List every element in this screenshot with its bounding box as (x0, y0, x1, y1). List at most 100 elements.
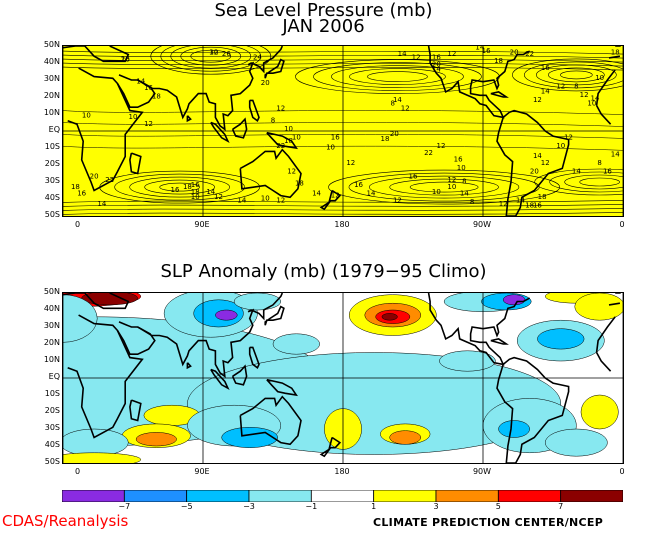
neg-anomaly-region (63, 294, 98, 343)
southern-ocean-contour (63, 200, 623, 203)
contour-label: 14 (237, 196, 246, 204)
y-tick-label: 10N (43, 355, 60, 364)
colorbar-segment (373, 489, 437, 503)
contour-label: 8 (574, 83, 578, 91)
x-tick-label: 0 (75, 220, 81, 229)
contour-label: 22 (525, 50, 534, 58)
contour-label: 12 (331, 191, 340, 199)
contour-label: 16 (409, 173, 418, 181)
colorbar-segment (560, 489, 624, 503)
colorbar-tick-label: 1 (371, 502, 377, 511)
contour-label: 12 (533, 96, 542, 104)
contour-label: 26 (222, 50, 231, 58)
contour-label: 16 (331, 134, 340, 142)
neg-anomaly-region (498, 420, 530, 438)
credit-cdas: CDAS/Reanalysis (2, 512, 129, 530)
southern-ocean-contour (63, 212, 623, 215)
contour-label: 18 (191, 188, 200, 196)
y-tick-label: 20S (44, 406, 60, 415)
contour-label: 12 (276, 105, 285, 113)
contour-label: 16 (191, 181, 200, 189)
contour-label: 10 (457, 164, 466, 172)
contour-label: 16 (121, 55, 130, 63)
contour-label: 12 (499, 200, 508, 208)
coastline-samerica (496, 356, 570, 463)
y-tick-label: 40N (43, 57, 60, 66)
contour-label: 14 (97, 200, 106, 208)
neg-anomaly-region (63, 428, 129, 457)
contour-label: 20 (90, 173, 99, 181)
spac-high-contour (389, 178, 499, 196)
colorbar-tick-label: −7 (118, 502, 131, 511)
colorbar-segment (497, 489, 562, 503)
colorbar-tick-label: −1 (305, 502, 318, 511)
contour-label: 18 (381, 135, 390, 143)
contour-label: 12 (541, 159, 550, 167)
spac-high-contour (369, 175, 520, 199)
coastline-namerica (427, 293, 531, 366)
neg-anomaly-region (233, 293, 282, 311)
spac-high-contour (409, 181, 479, 193)
contour-label: 22 (276, 142, 285, 150)
y-tick-label: EQ (48, 372, 60, 381)
colorbar-segment (248, 489, 312, 503)
coastline-europe (63, 46, 621, 63)
coastline-africa (67, 314, 616, 439)
contour-label: 8 (462, 178, 466, 186)
pos-anomaly-region (574, 293, 623, 321)
contour-label: 16 (482, 47, 491, 55)
contour-label: 12 (564, 134, 573, 142)
contour-label: 12 (214, 193, 223, 201)
contour-label: 12 (393, 196, 402, 204)
contour-label: 18 (611, 49, 620, 57)
colorbar-segment (186, 489, 250, 503)
contour-label: 16 (541, 64, 550, 72)
contour-label: 10 (292, 134, 301, 142)
contour-label: 14 (516, 196, 525, 204)
top-chart-title: Sea Level Pressure (mb) (214, 0, 433, 21)
azores-high-contour (512, 58, 623, 92)
neg-anomaly-region (221, 427, 278, 448)
contour-label: 10 (261, 195, 270, 203)
coastline-borneo (231, 364, 248, 386)
contour-label: 10 (191, 193, 200, 201)
coastline-philippines (248, 346, 260, 370)
contour-label: 12 (144, 120, 153, 128)
contour-label: 16 (603, 168, 612, 176)
y-tick-label: 50N (43, 287, 60, 296)
contour-label: 14 (398, 50, 407, 58)
contour-label: 14 (393, 96, 402, 104)
coastline-sumatra (210, 121, 230, 144)
coastline-newguinea (266, 378, 298, 397)
ind-high-contour (144, 179, 215, 195)
contour-label: 14 (533, 152, 542, 160)
contour-label: 30 (209, 49, 218, 57)
contour-label: 14 (367, 190, 376, 198)
satl-high-contour (579, 177, 620, 187)
neg-anomaly-region (537, 328, 585, 350)
contour-label: 12 (447, 176, 456, 184)
northern-contour (63, 54, 623, 59)
contour-label: 24 (253, 54, 262, 62)
contour-label: 18 (538, 193, 547, 201)
contour-label: 14 (432, 66, 441, 74)
satl-high-contour (564, 174, 623, 190)
ind-high-contour (159, 182, 200, 192)
coastline-madagascar (129, 152, 142, 175)
slp-map-panel: 20 30 26 24 14 16 18 20 10 12 10 12 8 10 10 18 22 12 18 14 1… (62, 45, 624, 217)
ind-high-contour (114, 173, 245, 201)
colorbar-segment (310, 489, 375, 503)
pos-anomaly-region (135, 432, 177, 447)
x-tick-label: 0 (619, 467, 625, 476)
colorbar-segment (61, 489, 125, 503)
y-tick-label: 30N (43, 321, 60, 330)
npac-high-contour (331, 65, 464, 88)
contour-label: 8 (391, 100, 395, 108)
southern-ocean-contour (63, 208, 623, 211)
coastline-africa (67, 67, 616, 192)
coastline-nz (319, 436, 342, 458)
x-tick-label: 90E (194, 467, 210, 476)
x-tick-label: 90W (472, 467, 492, 476)
coastline-newguinea (266, 131, 298, 150)
